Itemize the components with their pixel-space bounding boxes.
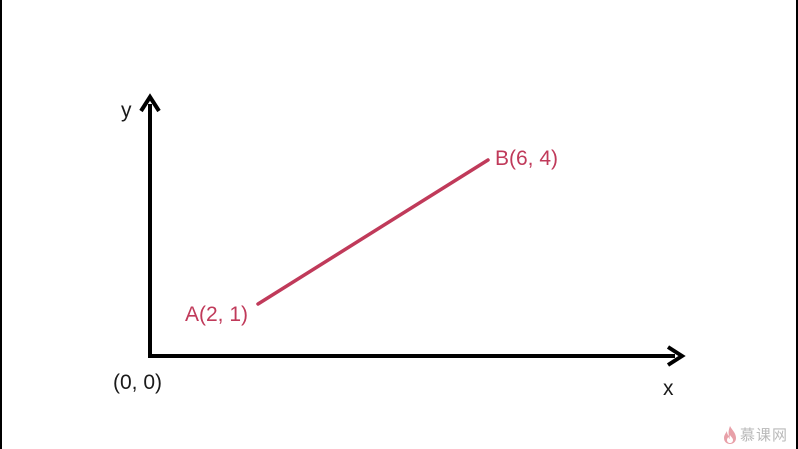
point-a-label: A(2, 1)	[185, 303, 248, 326]
x-axis-arrowhead	[666, 345, 686, 367]
segment-ab	[256, 158, 490, 306]
watermark-text: 慕课网	[739, 426, 788, 444]
watermark: 慕课网	[723, 424, 788, 445]
point-b-label: B(6, 4)	[495, 147, 558, 170]
y-axis-arrowhead	[139, 93, 161, 113]
x-axis-label: x	[663, 377, 674, 400]
y-axis-label: y	[121, 99, 132, 122]
origin-label: (0, 0)	[113, 371, 162, 394]
flame-icon	[723, 425, 736, 444]
